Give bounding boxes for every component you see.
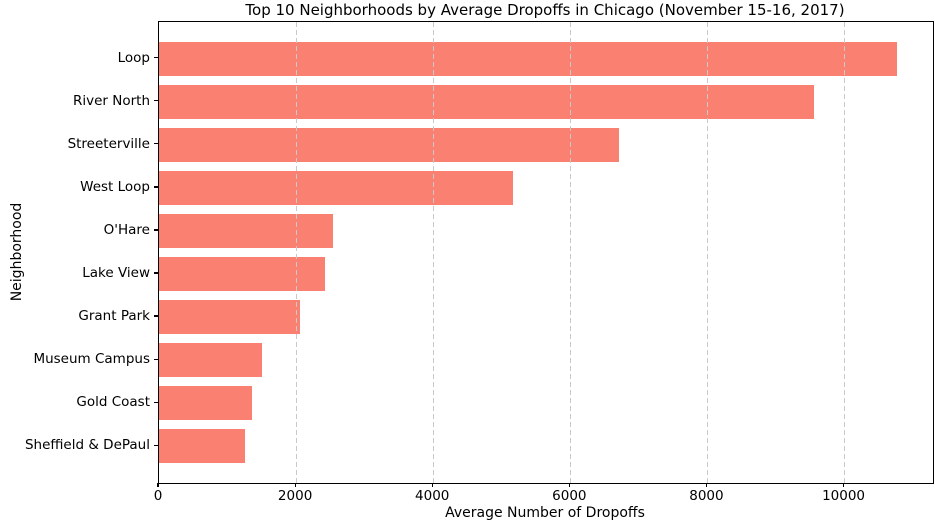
x-tick-label: 8000	[689, 488, 724, 504]
y-tick-label: Grant Park	[78, 308, 150, 325]
y-tick-mark	[154, 315, 158, 317]
x-tick-label: 2000	[277, 488, 313, 504]
y-tick-label: Loop	[117, 49, 150, 66]
y-tick-mark	[154, 57, 158, 59]
x-tick-mark	[842, 483, 845, 487]
y-tick-mark	[154, 401, 158, 403]
x-tick-label: 0	[153, 488, 163, 504]
x-tick-label: 4000	[415, 488, 450, 504]
bar-loop	[159, 41, 897, 76]
bar-gold-coast	[159, 385, 253, 421]
x-tick-mark	[705, 483, 708, 487]
y-tick-mark	[154, 358, 158, 360]
y-tick-label: Streeterville	[67, 135, 150, 152]
y-tick-mark	[154, 229, 158, 231]
y-tick-label: West Loop	[80, 178, 150, 195]
plot-area	[158, 21, 934, 484]
y-tick-label: River North	[72, 92, 150, 109]
gridline-x-8000	[706, 22, 708, 483]
bar-museum-campus	[159, 342, 262, 378]
y-axis-label: Neighborhood	[9, 202, 25, 302]
bar-lake-view	[159, 256, 326, 292]
bar-o-hare	[159, 213, 334, 249]
bar-streeterville	[159, 127, 620, 163]
gridline-x-4000	[432, 22, 434, 483]
y-tick-label: Gold Coast	[76, 394, 150, 411]
gridline-x-6000	[569, 22, 571, 483]
bar-sheffield-depaul	[159, 428, 246, 464]
y-tick-label: Sheffield & DePaul	[24, 437, 150, 454]
x-tick-mark	[568, 483, 570, 487]
x-tick-mark	[157, 483, 159, 487]
y-tick-mark	[154, 186, 158, 188]
y-tick-mark	[154, 272, 158, 274]
y-tick-label: Museum Campus	[33, 351, 150, 368]
chart-title: Top 10 Neighborhoods by Average Dropoffs…	[245, 1, 845, 19]
bar-river-north	[159, 84, 814, 120]
bar-west-loop	[159, 170, 514, 206]
bar-grant-park	[159, 299, 301, 335]
gridline-x-2000	[295, 22, 297, 483]
x-tick-mark	[431, 483, 433, 487]
x-tick-mark	[294, 483, 296, 487]
x-tick-label: 6000	[552, 488, 587, 504]
x-axis-label: Average Number of Dropoffs	[445, 505, 645, 521]
gridline-x-10000	[844, 22, 846, 483]
y-tick-label: Lake View	[82, 265, 150, 282]
y-tick-mark	[154, 100, 158, 102]
y-tick-mark	[154, 444, 158, 446]
x-tick-label: 10000	[822, 488, 866, 504]
y-tick-mark	[154, 143, 158, 145]
y-tick-label: O'Hare	[103, 221, 150, 238]
